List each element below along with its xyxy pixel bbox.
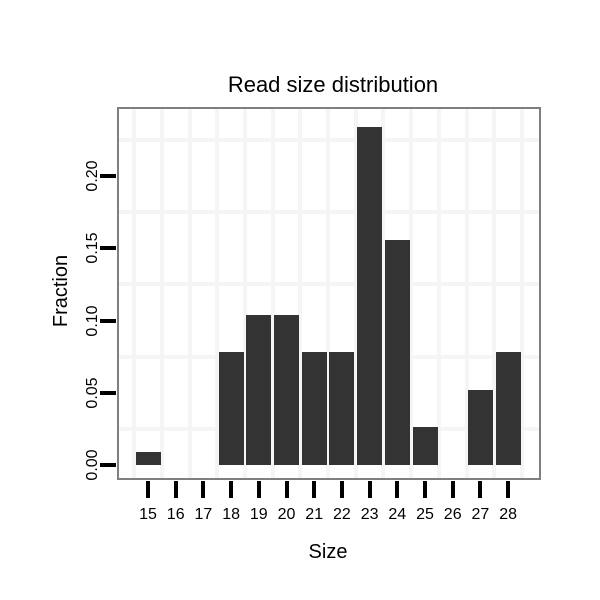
y-tick [100, 246, 116, 251]
bar-size-24 [384, 239, 410, 465]
x-tick-label: 21 [305, 506, 324, 523]
minor-gridline-vertical [270, 109, 275, 478]
x-tick [146, 481, 150, 498]
x-tick [339, 481, 344, 498]
bar-size-20 [274, 314, 299, 465]
minor-gridline-vertical [132, 109, 137, 478]
minor-gridline-horizontal [119, 137, 539, 142]
y-tick-label: 0.10 [84, 304, 101, 337]
x-tick [506, 481, 511, 498]
chart-title: Read size distribution [227, 72, 439, 97]
x-tick [284, 481, 289, 498]
minor-gridline-vertical [215, 109, 220, 478]
x-tick-label: 22 [332, 506, 351, 523]
x-tick-label: 28 [499, 506, 517, 523]
x-tick [395, 481, 400, 498]
y-tick [100, 174, 116, 178]
x-tick-label: 18 [222, 506, 240, 523]
bar-size-28 [495, 352, 521, 465]
minor-gridline-vertical [326, 109, 331, 478]
x-tick [367, 481, 372, 498]
x-tick-label: 15 [139, 506, 157, 523]
minor-gridline-vertical [187, 109, 192, 478]
x-axis-title: Size [308, 541, 348, 563]
y-tick-label: 0.20 [84, 160, 101, 192]
x-tick [229, 481, 234, 498]
x-tick-label: 16 [166, 506, 185, 523]
x-tick [423, 481, 427, 498]
y-axis-title: Fraction [50, 254, 72, 328]
minor-gridline-horizontal [119, 354, 539, 359]
bar-size-21 [301, 352, 327, 465]
y-tick-label: 0.00 [84, 449, 101, 481]
x-tick-label: 27 [471, 506, 490, 523]
minor-gridline-vertical [381, 109, 386, 478]
minor-gridline-vertical [298, 109, 303, 478]
x-tick-label: 20 [277, 506, 296, 523]
y-tick-label: 0.15 [84, 232, 101, 264]
bar-size-25 [412, 427, 438, 465]
x-tick [478, 481, 483, 498]
bar-size-23 [357, 126, 383, 465]
y-tick [100, 390, 116, 395]
x-tick [256, 481, 261, 498]
x-tick-label: 19 [249, 506, 268, 523]
x-tick-label: 23 [360, 506, 379, 523]
minor-gridline-vertical [436, 109, 441, 478]
y-tick [100, 463, 116, 467]
y-tick-label: 0.05 [84, 377, 101, 409]
minor-gridline-vertical [409, 109, 414, 478]
minor-gridline-horizontal [119, 282, 539, 287]
bar-size-19 [246, 314, 272, 465]
minor-gridline-vertical [242, 109, 247, 478]
minor-gridline-vertical [464, 109, 469, 478]
minor-gridline-horizontal [119, 210, 539, 215]
x-tick-label: 17 [194, 506, 213, 523]
minor-gridline-horizontal [119, 426, 539, 431]
minor-gridline-vertical [353, 109, 358, 478]
bar-size-15 [135, 451, 161, 465]
x-tick [312, 481, 317, 498]
x-tick [450, 481, 455, 498]
minor-gridline-vertical [159, 109, 164, 478]
bar-size-22 [329, 352, 355, 465]
x-tick-label: 26 [443, 506, 462, 523]
x-tick-label: 25 [416, 506, 434, 523]
plot-panel [117, 107, 541, 480]
bar-size-18 [218, 352, 244, 465]
minor-gridline-vertical [492, 109, 497, 478]
x-tick [201, 481, 206, 498]
minor-gridline-vertical [519, 109, 524, 478]
x-tick-label: 24 [388, 506, 407, 523]
x-tick [173, 481, 178, 498]
y-tick [100, 318, 116, 323]
bar-size-27 [467, 389, 493, 465]
